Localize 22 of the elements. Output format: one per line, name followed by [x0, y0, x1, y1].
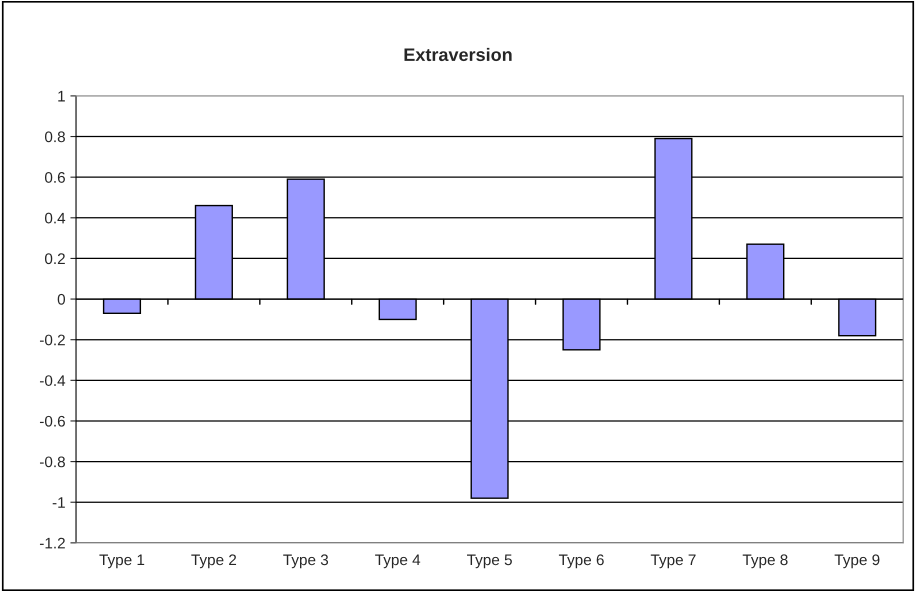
- y-tick-label: -0.4: [40, 375, 66, 386]
- x-tick-label: Type 2: [191, 554, 236, 568]
- y-tick-label: 0: [58, 294, 66, 305]
- y-tick-label: 0.8: [44, 131, 65, 142]
- y-tick-label: 0.6: [44, 172, 65, 183]
- x-tick-label: Type 3: [283, 554, 328, 568]
- y-tick-label: -1: [52, 497, 65, 508]
- chart-title: Extraversion: [404, 48, 512, 62]
- x-tick-label: Type 4: [375, 554, 420, 568]
- y-tick-label: 0.4: [44, 212, 66, 224]
- y-tick-label: 1: [58, 90, 65, 102]
- y-tick-label: -1.2: [40, 538, 65, 548]
- x-tick-label: Type 9: [834, 554, 880, 568]
- x-tick-label: Type 5: [467, 554, 512, 568]
- x-tick-label: Type 6: [558, 554, 604, 568]
- y-tick-label: -0.2: [40, 334, 65, 346]
- y-tick-label: 0.2: [44, 253, 65, 264]
- x-tick-label: Type 8: [742, 554, 788, 568]
- y-tick-label: -0.8: [40, 456, 65, 468]
- x-tick-label: Type 7: [650, 554, 696, 568]
- y-tick-label: -0.6: [40, 416, 65, 427]
- x-tick-label: Type 1: [99, 554, 144, 568]
